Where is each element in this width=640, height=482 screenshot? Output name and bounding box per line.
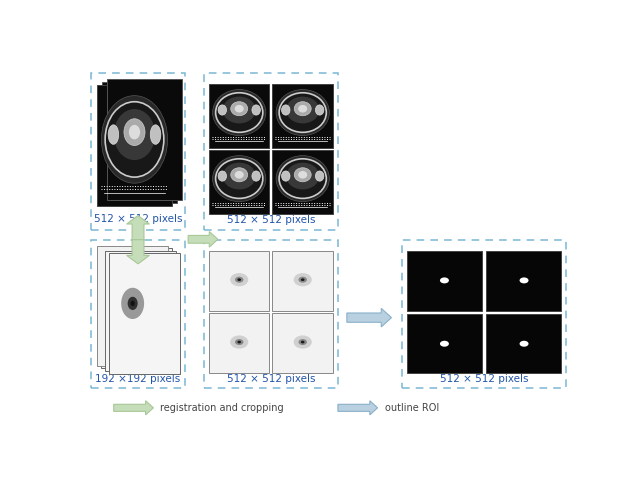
Ellipse shape (440, 278, 449, 283)
Text: outline ROI: outline ROI (385, 403, 439, 413)
Ellipse shape (105, 102, 164, 177)
Text: registration and cropping: registration and cropping (161, 403, 284, 413)
Ellipse shape (294, 273, 312, 286)
Ellipse shape (298, 277, 307, 283)
Bar (91, 240, 185, 388)
Bar (408, 251, 483, 310)
Bar (209, 251, 269, 311)
Ellipse shape (276, 90, 330, 135)
Ellipse shape (252, 171, 260, 181)
Ellipse shape (235, 105, 244, 112)
Ellipse shape (316, 105, 324, 115)
Ellipse shape (301, 341, 305, 343)
Ellipse shape (212, 156, 266, 201)
Bar (209, 84, 269, 147)
Bar (102, 82, 177, 203)
Ellipse shape (150, 125, 161, 144)
Ellipse shape (230, 273, 248, 286)
Ellipse shape (237, 341, 241, 343)
Ellipse shape (294, 168, 311, 182)
Bar (97, 246, 168, 366)
Polygon shape (188, 231, 218, 247)
Text: 512 × 512 pixels: 512 × 512 pixels (440, 374, 529, 384)
Ellipse shape (230, 335, 248, 348)
Bar (273, 84, 333, 147)
Bar (486, 251, 561, 310)
Ellipse shape (113, 278, 152, 329)
Polygon shape (127, 215, 150, 240)
Bar (273, 251, 333, 311)
Ellipse shape (231, 102, 248, 116)
Ellipse shape (127, 297, 138, 310)
Ellipse shape (216, 159, 263, 199)
Ellipse shape (286, 96, 319, 123)
Ellipse shape (520, 278, 529, 283)
Ellipse shape (276, 156, 330, 201)
Bar (105, 251, 177, 371)
Bar (209, 313, 269, 373)
Ellipse shape (223, 96, 256, 123)
Bar (101, 248, 172, 368)
Ellipse shape (237, 278, 241, 281)
Ellipse shape (279, 159, 326, 199)
Ellipse shape (218, 105, 227, 115)
Ellipse shape (231, 168, 248, 182)
Bar (408, 314, 483, 373)
Ellipse shape (294, 335, 312, 348)
Polygon shape (114, 401, 154, 415)
Ellipse shape (286, 162, 319, 189)
Ellipse shape (114, 109, 155, 160)
Ellipse shape (124, 119, 145, 146)
Ellipse shape (212, 90, 266, 135)
Polygon shape (338, 401, 378, 415)
Ellipse shape (129, 125, 140, 139)
Ellipse shape (235, 339, 243, 345)
Ellipse shape (298, 339, 307, 345)
Ellipse shape (298, 105, 307, 112)
Bar (273, 313, 333, 373)
Polygon shape (347, 308, 392, 327)
Ellipse shape (279, 93, 326, 133)
Ellipse shape (282, 171, 290, 181)
Ellipse shape (301, 278, 305, 281)
Bar (204, 73, 338, 230)
Ellipse shape (108, 125, 118, 144)
Ellipse shape (520, 341, 529, 347)
Bar (109, 254, 180, 374)
Ellipse shape (218, 171, 227, 181)
Bar (273, 150, 333, 214)
Ellipse shape (101, 95, 168, 183)
Bar (486, 314, 561, 373)
Bar (97, 85, 172, 206)
Ellipse shape (223, 162, 256, 189)
Ellipse shape (440, 341, 449, 347)
Text: 512 × 512 pixels: 512 × 512 pixels (94, 214, 182, 224)
Bar (204, 240, 338, 388)
Ellipse shape (252, 105, 260, 115)
Ellipse shape (121, 288, 144, 319)
Polygon shape (127, 240, 150, 264)
Ellipse shape (131, 301, 135, 306)
Bar (209, 150, 269, 214)
Bar (91, 73, 185, 230)
Ellipse shape (235, 171, 244, 179)
Bar (403, 240, 566, 388)
Ellipse shape (294, 102, 311, 116)
Ellipse shape (316, 171, 324, 181)
Ellipse shape (282, 105, 290, 115)
Text: 512 × 512 pixels: 512 × 512 pixels (227, 374, 316, 384)
Bar (107, 79, 182, 201)
Ellipse shape (235, 277, 243, 283)
Text: 192 ×192 pixels: 192 ×192 pixels (95, 374, 180, 384)
Ellipse shape (216, 93, 263, 133)
Ellipse shape (298, 171, 307, 179)
Text: 512 × 512 pixels: 512 × 512 pixels (227, 215, 316, 225)
